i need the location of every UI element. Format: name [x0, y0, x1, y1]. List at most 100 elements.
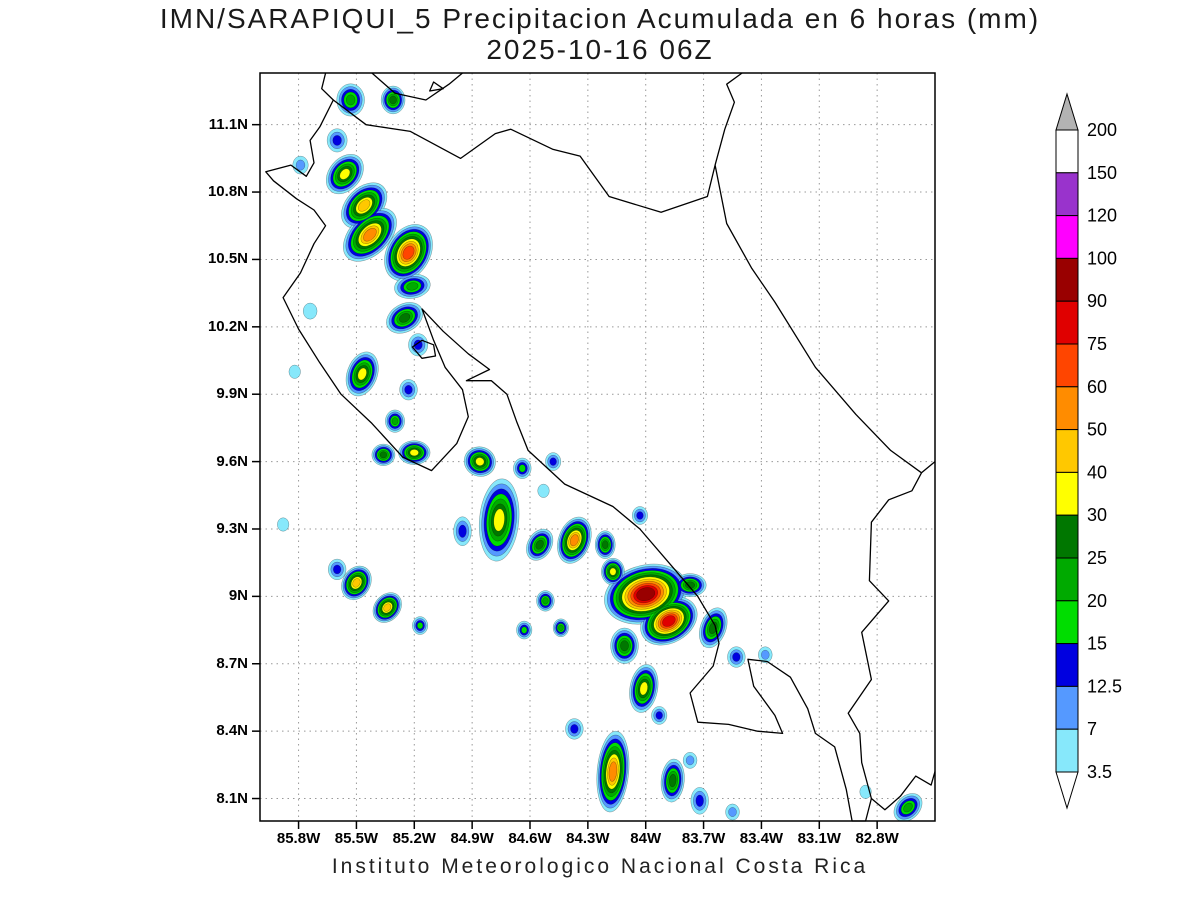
lon-tick-label: 85.5W: [334, 830, 379, 847]
colorbar-cap-top: [1055, 92, 1079, 131]
precip-contour: [399, 313, 411, 323]
precip-contour: [352, 578, 361, 588]
precip-contour: [608, 761, 618, 782]
colorbar-label: 3.5: [1087, 762, 1112, 782]
lat-tick-label: 8.1N: [216, 789, 248, 807]
precip-contour: [549, 457, 557, 466]
colorbar-label: 120: [1087, 206, 1117, 226]
precip-contour: [636, 587, 656, 602]
colorbar-band: [1055, 215, 1079, 259]
colorbar-label: 50: [1087, 420, 1107, 440]
precip-contour: [761, 649, 770, 660]
colorbar-label: 75: [1087, 334, 1107, 354]
precip-contour: [542, 597, 549, 605]
precip-contour: [537, 483, 550, 498]
colorbar-band: [1055, 557, 1079, 602]
precip-contour: [558, 624, 564, 631]
precip-contour: [409, 449, 419, 457]
colorbar-label: 200: [1087, 120, 1117, 140]
axis-ticks: [252, 123, 878, 829]
precip-contour: [357, 367, 367, 381]
colorbar-cap-bottom: [1055, 771, 1079, 810]
precip-contour: [404, 384, 413, 395]
precip-contour: [389, 95, 397, 105]
colorbar-band: [1055, 514, 1079, 559]
lat-tick-label: 11.1N: [208, 115, 248, 133]
lat-tick-label: 9.6N: [216, 452, 248, 470]
precip-contour: [475, 457, 485, 466]
lon-tick-label: 85.2W: [392, 830, 436, 847]
lon-tick-label: 84.3W: [566, 830, 610, 847]
costa-rica-outline: [265, 99, 923, 822]
precip-contour: [521, 626, 528, 634]
lon-tick-label: 83.7W: [681, 830, 726, 847]
colorbar-band: [1055, 600, 1079, 645]
panama-pacific-coast: [870, 771, 936, 811]
colorbar-label: 25: [1087, 548, 1107, 568]
lat-tick-label: 8.7N: [216, 654, 248, 672]
precip-contour: [695, 794, 704, 807]
lat-tick-label: 9.3N: [216, 519, 248, 537]
colorbar-label: 40: [1087, 462, 1107, 482]
lon-tick-label: 84.6W: [508, 830, 552, 847]
colorbar-band: [1055, 429, 1079, 473]
lat-tick-label: 9N: [228, 587, 248, 605]
colorbar-label: 15: [1087, 634, 1107, 654]
precip-contour: [277, 517, 290, 532]
panama-caribbean-coast: [921, 461, 936, 474]
precip-contour: [732, 652, 741, 662]
colorbar-band: [1055, 257, 1079, 302]
lon-tick-label: 83.4W: [739, 830, 784, 847]
precip-contour: [383, 603, 392, 612]
colorbar-label: 12.5: [1087, 676, 1122, 696]
lon-tick-label: 84.9W: [450, 830, 494, 847]
isla-chira: [411, 339, 437, 359]
lon-tick-label: 84W: [630, 830, 662, 847]
precip-contour: [379, 451, 388, 459]
lon-tick-label: 82.8W: [855, 830, 899, 847]
lon-tick-label: 85.8W: [276, 830, 321, 847]
colorbar-label: 20: [1087, 591, 1107, 611]
precip-contour: [493, 508, 505, 532]
colorbar-band: [1055, 643, 1079, 687]
precip-contour: [406, 282, 419, 291]
colorbar-label: 150: [1087, 163, 1117, 183]
colorbar: 200 150 120 100 90 75 60 50 40 30 25 20 15 12.5 7 3.5: [1055, 92, 1122, 810]
precip-contour: [685, 755, 695, 766]
precip-contour: [903, 802, 913, 813]
precip-contour: [402, 245, 415, 260]
colorbar-band: [1055, 343, 1079, 388]
colorbar-band: [1055, 172, 1079, 217]
precip-contour: [669, 774, 677, 788]
precip-contour: [620, 640, 629, 652]
colorbar-band: [1055, 685, 1079, 730]
nicaragua-caribbean-coast: [714, 72, 743, 166]
precip-contour: [728, 807, 737, 817]
precip-contour: [636, 511, 644, 520]
precip-contour: [417, 622, 424, 630]
precip-contour: [288, 364, 301, 379]
lat-tick-label: 10.5N: [207, 250, 248, 268]
chart-subtitle-date: 2025-10-16 06Z: [486, 34, 714, 65]
precip-contour: [518, 464, 526, 473]
precip-contour: [458, 524, 467, 538]
precip-contour: [333, 564, 342, 575]
plot-frame: [259, 72, 936, 822]
precip-contour: [302, 302, 318, 320]
precip-contour: [685, 581, 696, 589]
colorbar-band: [1055, 129, 1079, 174]
precip-contour: [295, 159, 306, 171]
colorbar-label: 60: [1087, 377, 1107, 397]
precip-contour: [570, 724, 579, 734]
precip-contour: [602, 540, 609, 550]
footer-attribution: Instituto Meteorologico Nacional Costa R…: [331, 855, 869, 878]
colorbar-label: 90: [1087, 291, 1107, 311]
lake-nicaragua-shore: [371, 72, 463, 101]
precip-contour: [609, 567, 617, 576]
lat-tick-label: 10.2N: [207, 317, 248, 335]
precip-contour: [332, 135, 342, 146]
precip-contour: [639, 681, 648, 696]
precip-contour: [569, 534, 579, 547]
lon-tick-label: 83.1W: [797, 830, 841, 847]
precip-contour: [413, 339, 423, 350]
